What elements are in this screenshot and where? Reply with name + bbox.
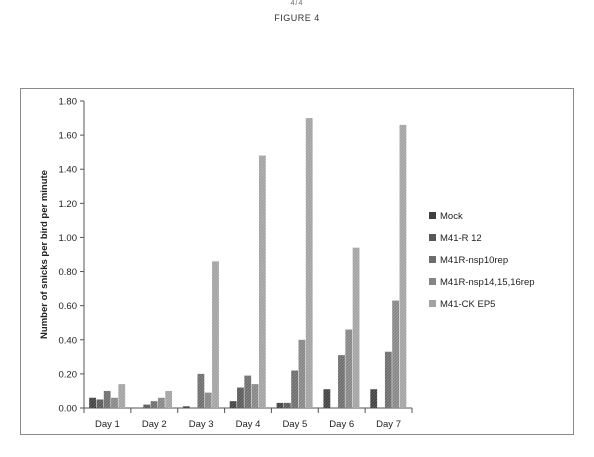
bar-texture bbox=[305, 118, 313, 409]
y-axis: 0.00 0.20 0.40 0.60 0.80 1.00 1.20 1.40 1.60 1.80 bbox=[59, 97, 85, 415]
bar-texture bbox=[338, 355, 345, 408]
bar-texture bbox=[165, 390, 173, 408]
x-axis: Day 1 Day 2 Day 3 Day 4 Day 5 Day 6 Day 7 bbox=[83, 407, 413, 430]
figure-title: FIGURE 4 bbox=[274, 13, 320, 23]
y-tick-label: 0.20 bbox=[59, 369, 78, 380]
x-tick-label: Day 7 bbox=[376, 419, 401, 430]
bar-texture bbox=[212, 261, 219, 408]
bar-texture bbox=[392, 300, 400, 408]
x-tick-label: Day 5 bbox=[282, 419, 307, 430]
bar-texture bbox=[143, 404, 151, 408]
bar-texture bbox=[111, 397, 118, 408]
bar-texture bbox=[204, 392, 212, 408]
bar-texture bbox=[157, 397, 165, 408]
legend-swatch bbox=[429, 256, 436, 263]
y-tick-label: 1.20 bbox=[59, 199, 78, 210]
bar-texture bbox=[345, 329, 353, 408]
bar-texture bbox=[229, 401, 237, 408]
bar-texture bbox=[323, 389, 331, 408]
x-tick-label: Day 3 bbox=[189, 419, 214, 430]
y-tick-label: 1.60 bbox=[59, 131, 78, 142]
x-tick-label: Day 1 bbox=[95, 419, 120, 430]
x-tick-label: Day 4 bbox=[236, 419, 261, 430]
bar-texture bbox=[150, 401, 158, 408]
bar-texture bbox=[182, 406, 190, 408]
bar-texture bbox=[89, 397, 96, 408]
legend-label: M41R-nsp14,15,16rep bbox=[440, 277, 535, 288]
bar-texture bbox=[370, 389, 378, 408]
bar-texture bbox=[384, 351, 392, 408]
y-axis-title: Number of snicks per bird per minute bbox=[39, 170, 50, 339]
bar-texture bbox=[298, 339, 306, 408]
bar-texture bbox=[276, 402, 284, 408]
bar-texture bbox=[118, 384, 126, 408]
legend-label: M41R-nsp10rep bbox=[440, 255, 508, 266]
bar-texture bbox=[197, 373, 205, 408]
bar-texture bbox=[352, 247, 360, 408]
legend-swatch bbox=[429, 278, 436, 285]
legend-swatch bbox=[429, 300, 436, 307]
bars bbox=[89, 118, 407, 409]
y-tick-label: 1.00 bbox=[59, 233, 78, 244]
bar-texture bbox=[96, 399, 104, 408]
legend-label: M41-R 12 bbox=[440, 233, 482, 244]
chart-frame bbox=[20, 88, 574, 435]
bar-texture bbox=[399, 124, 407, 408]
y-tick-label: 0.00 bbox=[59, 404, 78, 415]
bar-texture bbox=[283, 402, 291, 408]
legend-swatch bbox=[429, 234, 436, 241]
x-tick-label: Day 6 bbox=[329, 419, 354, 430]
legend-label: M41-CK EP5 bbox=[440, 299, 495, 310]
bar-texture bbox=[291, 370, 299, 408]
bar-texture bbox=[103, 390, 111, 408]
y-tick-label: 0.80 bbox=[59, 267, 78, 278]
bar-texture bbox=[258, 155, 266, 408]
y-tick-label: 0.40 bbox=[59, 335, 78, 346]
y-tick-label: 1.40 bbox=[59, 165, 78, 176]
x-tick-label: Day 2 bbox=[142, 419, 167, 430]
legend-swatch bbox=[429, 212, 436, 219]
bar-texture bbox=[244, 375, 252, 408]
page-number-mark: 4/4 bbox=[290, 0, 304, 7]
y-tick-label: 1.80 bbox=[59, 97, 78, 108]
bar-texture bbox=[237, 387, 244, 408]
legend: Mock M41-R 12 M41R-nsp10rep M41R-nsp14,15,1… bbox=[429, 211, 535, 310]
bar-texture bbox=[251, 384, 259, 408]
legend-label: Mock bbox=[440, 211, 463, 222]
y-tick-label: 0.60 bbox=[59, 301, 78, 312]
